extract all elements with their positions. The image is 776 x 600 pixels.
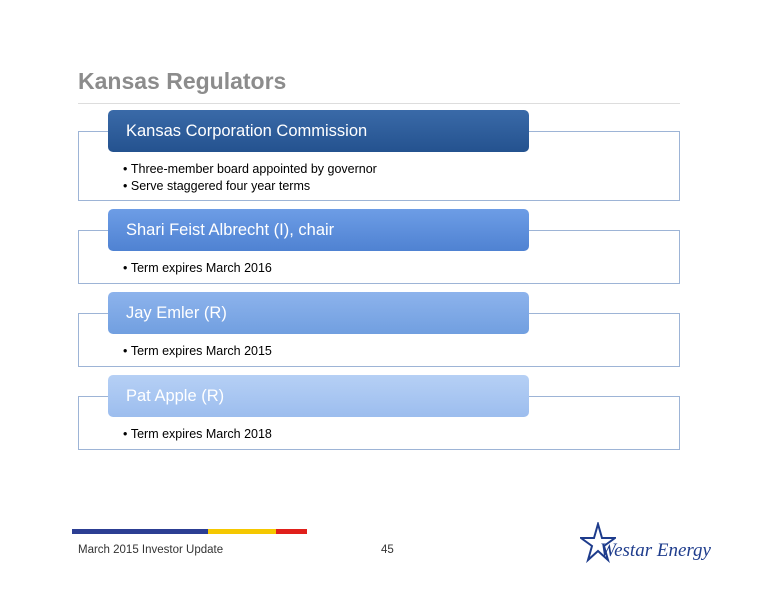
footer-bar bbox=[276, 529, 307, 534]
section-heading: Jay Emler (R) bbox=[108, 292, 529, 334]
section-heading: Kansas Corporation Commission bbox=[108, 110, 529, 152]
bullet: Three-member board appointed by governor bbox=[123, 162, 377, 176]
bullet: Term expires March 2018 bbox=[123, 427, 272, 441]
footer-text: March 2015 Investor Update bbox=[78, 544, 224, 556]
page-number: 45 bbox=[381, 544, 394, 556]
section-heading: Shari Feist Albrecht (I), chair bbox=[108, 209, 529, 251]
footer-bar bbox=[72, 529, 208, 534]
section-heading: Pat Apple (R) bbox=[108, 375, 529, 417]
slide-title: Kansas Regulators bbox=[78, 68, 287, 94]
logo-star bbox=[580, 522, 616, 564]
logo-text: Westar Energy bbox=[600, 540, 711, 561]
footer-bar bbox=[208, 529, 276, 534]
title-rule bbox=[78, 103, 680, 104]
bullet: Term expires March 2015 bbox=[123, 344, 272, 358]
bullet: Serve staggered four year terms bbox=[123, 179, 310, 193]
bullet: Term expires March 2016 bbox=[123, 261, 272, 275]
